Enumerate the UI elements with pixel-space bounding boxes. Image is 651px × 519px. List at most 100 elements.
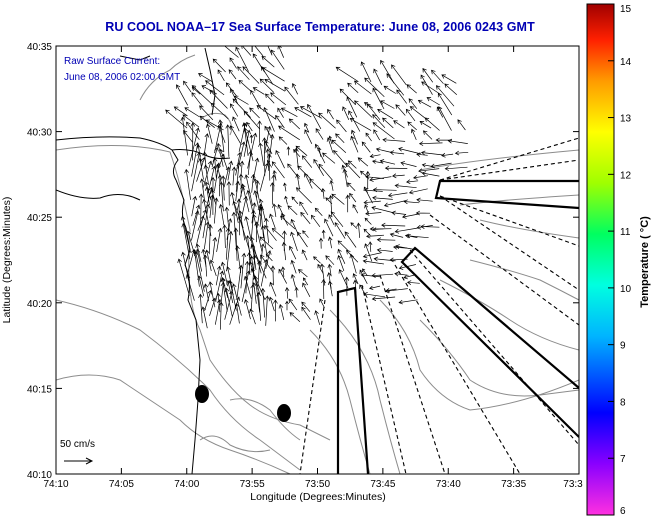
current-vector (422, 67, 434, 83)
current-vector (191, 152, 202, 192)
current-vector (319, 263, 326, 286)
current-vector (371, 273, 394, 278)
current-vector (291, 196, 299, 205)
current-vector (216, 227, 223, 252)
current-vector (173, 106, 188, 117)
current-vector (242, 66, 260, 84)
current-vector (258, 203, 264, 239)
current-vector (382, 117, 394, 129)
current-vector (224, 290, 234, 320)
coastline (56, 47, 231, 474)
current-vector (192, 204, 201, 226)
current-vector (321, 229, 326, 239)
current-vector (396, 89, 407, 104)
current-vector (212, 237, 218, 261)
y-axis-ticks: 40:35 40:30 40:25 40:20 40:15 40:10 (27, 42, 579, 481)
current-vector (229, 103, 239, 117)
current-vector (223, 166, 231, 188)
legend-line-1: Raw Surface Current: (64, 56, 160, 67)
current-vector (327, 236, 333, 249)
current-vector (237, 66, 250, 80)
current-vector (398, 264, 416, 270)
current-vector (231, 211, 237, 251)
current-vector (361, 141, 371, 153)
current-vector (441, 74, 457, 84)
current-vector (341, 164, 348, 178)
current-vector (245, 235, 252, 265)
radar-coverage-lines (299, 137, 579, 474)
current-vector (420, 74, 433, 95)
current-vector (383, 85, 396, 94)
current-vector (214, 122, 223, 154)
current-vector (261, 67, 285, 82)
current-vector (246, 121, 253, 132)
current-vector (290, 231, 298, 252)
current-vector (258, 142, 265, 166)
x-axis-label: Longitude (Degrees:Minutes) (250, 491, 385, 503)
current-vector (269, 281, 277, 297)
colorbar-tick-label: 6 (620, 506, 626, 517)
current-vector (337, 240, 349, 252)
current-vector (301, 249, 308, 261)
current-vector (259, 162, 269, 192)
current-vector (363, 186, 373, 204)
current-vector (260, 287, 266, 318)
current-vector (204, 181, 212, 201)
current-vector (252, 157, 260, 181)
current-vector (211, 146, 219, 167)
buoy-marker (195, 385, 209, 403)
current-vector (198, 293, 203, 324)
current-vector (290, 273, 296, 288)
current-vector (350, 135, 359, 153)
current-vector (220, 46, 239, 58)
current-vector (231, 283, 242, 316)
current-vector (229, 125, 241, 144)
current-vector (284, 287, 290, 299)
current-vector (237, 215, 251, 253)
current-vector (359, 269, 368, 284)
current-vector (315, 128, 324, 140)
current-vector (256, 291, 262, 321)
current-vector (277, 46, 285, 58)
current-vector (231, 166, 237, 186)
current-vector (191, 85, 212, 105)
current-vector (301, 301, 311, 312)
current-vector (185, 274, 195, 301)
current-vector (247, 132, 258, 169)
y-tick-label: 40:30 (27, 128, 52, 139)
current-vector (233, 95, 249, 105)
current-vector (430, 162, 452, 169)
map-area: Raw Surface Current: June 08, 2006 02:00… (56, 46, 579, 474)
current-vector (254, 221, 260, 243)
current-vector (230, 191, 239, 224)
current-vector (349, 253, 357, 274)
current-vector (243, 299, 251, 320)
current-vector (299, 201, 309, 216)
current-vector (243, 110, 261, 130)
current-vector (197, 275, 205, 297)
current-vector (301, 306, 311, 320)
current-vector (369, 226, 392, 232)
colorbar-tick-label: 9 (620, 341, 626, 352)
current-vector (249, 134, 254, 144)
current-vector (275, 149, 285, 169)
current-vector (207, 165, 217, 194)
colorbar-tick-label: 12 (620, 170, 632, 181)
current-vector (225, 266, 234, 292)
current-vector (391, 64, 407, 86)
current-vector (387, 192, 408, 198)
current-vector (301, 155, 313, 168)
current-vector (376, 237, 396, 243)
current-vector (289, 312, 301, 323)
current-vector (366, 233, 385, 239)
y-tick-label: 40:20 (27, 299, 52, 310)
current-vector (373, 256, 396, 262)
colorbar-tick-label: 10 (620, 284, 632, 295)
buoy-marker (277, 404, 291, 422)
current-vector (240, 252, 247, 289)
scale-arrow-icon (64, 457, 94, 465)
colorbar-tick-label: 14 (620, 57, 632, 68)
current-vector (283, 182, 287, 192)
current-vector (303, 277, 309, 286)
